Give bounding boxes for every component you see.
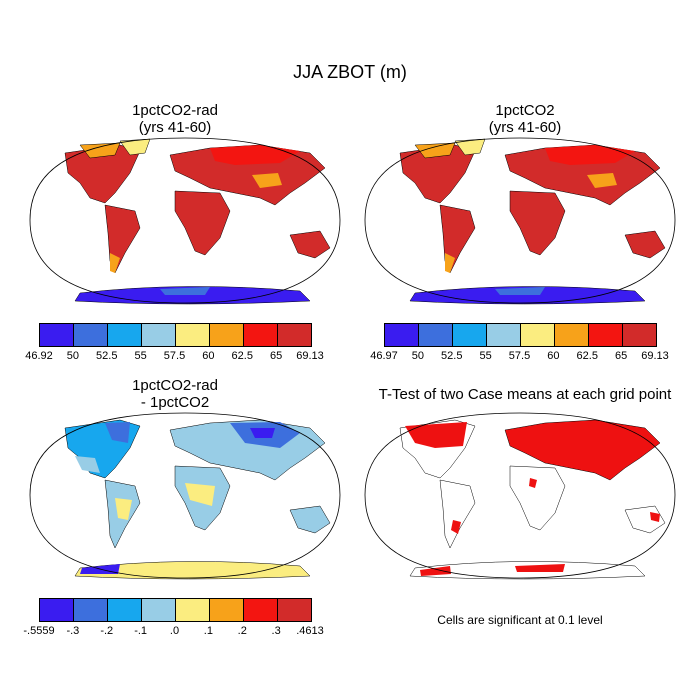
cb2-label-5: 60 <box>547 350 560 362</box>
cb2-label-4: 57.5 <box>508 350 531 362</box>
map-3-land <box>29 412 341 580</box>
panel-2-title: 1pctCO2 (yrs 41-60) <box>375 102 675 136</box>
significance-note: Cells are significant at 0.1 level <box>437 613 603 627</box>
cb1-swatch-4 <box>176 324 210 346</box>
cb3-swatch-3 <box>142 599 176 621</box>
panel-1-title-line1: 1pctCO2-rad <box>132 102 218 119</box>
cb2-label-7: 65 <box>615 350 628 362</box>
cb1-label-1: 50 <box>66 350 79 362</box>
cb2-swatch-2 <box>453 324 487 346</box>
cb2-swatch-7 <box>623 324 656 346</box>
cb1-swatch-6 <box>244 324 278 346</box>
cb1-label-2: 52.5 <box>96 350 118 362</box>
cb1-label-6: 62.5 <box>231 350 253 362</box>
map-2-land <box>364 137 676 305</box>
cb3-label-2: -.2 <box>100 625 114 637</box>
panel-3-title-line2: - 1pctCO2 <box>140 394 210 411</box>
cb2-swatch-0 <box>385 324 419 346</box>
map-panel-1 <box>29 137 341 305</box>
cb1-label-0: 46.92 <box>25 350 53 362</box>
cb2-label-2: 52.5 <box>441 350 463 362</box>
cb3-swatch-2 <box>108 599 142 621</box>
cb1-swatch-5 <box>210 324 244 346</box>
map-4-land <box>364 412 676 580</box>
colorbar-2 <box>384 323 657 347</box>
cb3-swatch-5 <box>210 599 244 621</box>
map-panel-2 <box>364 137 676 305</box>
cb1-label-8: 69.13 <box>296 350 324 362</box>
colorbar-1 <box>39 323 312 347</box>
cb2-label-0: 46.97 <box>370 350 398 362</box>
map-panel-4 <box>364 412 676 580</box>
panel-3-title: 1pctCO2-rad - 1pctCO2 <box>25 377 325 411</box>
panel-1-title: 1pctCO2-rad (yrs 41-60) <box>25 102 325 136</box>
panel-3-title-line1: 1pctCO2-rad <box>132 377 218 394</box>
cb3-label-3: -.1 <box>134 625 148 637</box>
panel-1-title-line2: (yrs 41-60) <box>138 119 212 136</box>
cb2-swatch-1 <box>419 324 453 346</box>
cb1-swatch-7 <box>278 324 311 346</box>
cb3-swatch-0 <box>40 599 74 621</box>
cb3-swatch-4 <box>176 599 210 621</box>
cb3-label-0: -.5559 <box>23 625 55 637</box>
colorbar-3 <box>39 598 312 622</box>
cb1-swatch-2 <box>108 324 142 346</box>
cb2-swatch-5 <box>555 324 589 346</box>
cb2-label-1: 50 <box>411 350 424 362</box>
cb1-label-7: 65 <box>270 350 283 362</box>
cb2-swatch-6 <box>589 324 623 346</box>
cb1-label-3: 55 <box>134 350 147 362</box>
cb3-swatch-6 <box>244 599 278 621</box>
cb3-label-5: .1 <box>203 625 213 637</box>
panel-2-title-line2: (yrs 41-60) <box>488 119 562 136</box>
cb2-label-3: 55 <box>479 350 492 362</box>
cb3-label-4: .0 <box>169 625 180 637</box>
cb1-swatch-0 <box>40 324 74 346</box>
cb2-swatch-4 <box>521 324 555 346</box>
cb3-label-6: .2 <box>237 625 247 637</box>
cb2-label-8: 69.13 <box>641 350 669 362</box>
cb1-swatch-1 <box>74 324 108 346</box>
cb3-label-8: .4613 <box>296 625 324 637</box>
cb2-swatch-3 <box>487 324 521 346</box>
cb3-label-1: -.3 <box>66 625 80 637</box>
figure-title: JJA ZBOT (m) <box>293 62 407 82</box>
cb3-swatch-1 <box>74 599 108 621</box>
cb3-label-7: .3 <box>271 625 281 637</box>
cb3-swatch-7 <box>278 599 311 621</box>
map-panel-3 <box>29 412 341 580</box>
cb1-swatch-3 <box>142 324 176 346</box>
panel-2-title-line1: 1pctCO2 <box>495 102 555 119</box>
cb2-label-6: 62.5 <box>576 350 598 362</box>
cb1-label-5: 60 <box>202 350 215 362</box>
panel-4-title: T-Test of two Case means at each grid po… <box>378 386 672 403</box>
cb1-label-4: 57.5 <box>163 350 186 362</box>
map-1-land <box>29 137 341 305</box>
